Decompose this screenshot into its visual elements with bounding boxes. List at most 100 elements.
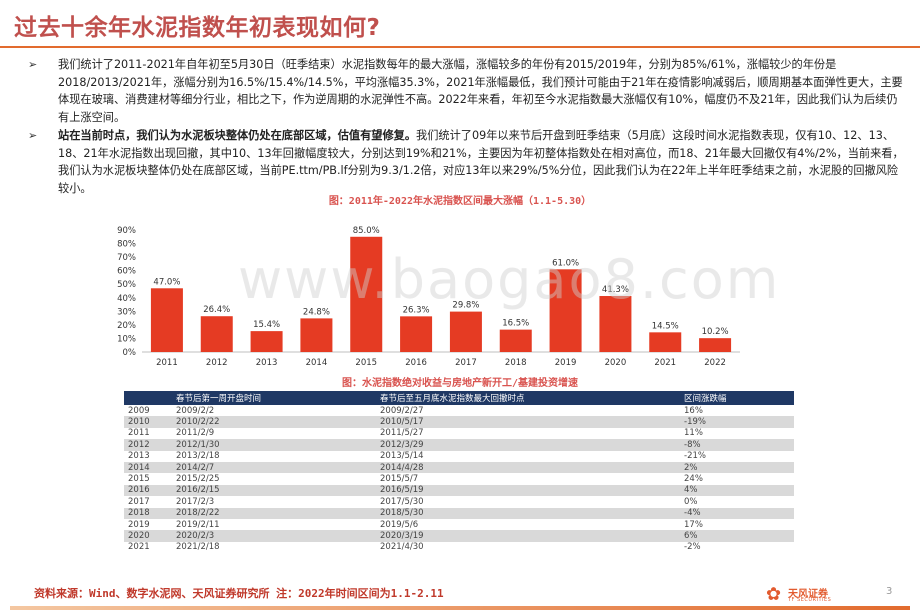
table-cell-drawdown-date: 2011/5/27 — [380, 428, 424, 439]
table-row: 2017 2017/2/3 2017/5/30 0% — [124, 496, 794, 507]
bar — [300, 318, 333, 352]
page-title: 过去十余年水泥指数年初表现如何? — [14, 15, 381, 41]
y-tick-label: 40% — [117, 294, 136, 304]
footer-band — [10, 606, 910, 610]
table-cell-open-date: 2009/2/2 — [176, 405, 215, 416]
table-cell-change: 4% — [680, 484, 794, 497]
table-cell-change: -21% — [684, 451, 706, 462]
y-tick-label: 10% — [117, 334, 136, 344]
table-cell-drawdown-date: 2018/5/30 — [376, 507, 680, 519]
bullet-item: ➢ 站在当前时点，我们认为水泥板块整体仍处在底部区域，估值有望修复。我们统计了0… — [28, 127, 908, 197]
data-label: 47.0% — [153, 277, 180, 287]
table-cell-year: 2014 — [124, 461, 172, 474]
table-cell-open-date: 2012/1/30 — [172, 439, 376, 451]
bar — [449, 311, 482, 352]
y-tick-label: 0% — [123, 348, 137, 358]
bullet-text: 我们统计了2011-2021年自年初至5月30日（旺季结束）水泥指数每年的最大涨… — [58, 58, 903, 124]
y-tick-label: 20% — [117, 321, 136, 331]
table-cell-year: 2009 — [128, 405, 150, 416]
table-cell-change: -4% — [680, 507, 794, 519]
table-cell-drawdown-date: 2019/5/6 — [380, 519, 419, 530]
x-tick-label: 2011 — [156, 358, 178, 368]
table-cell-year: 2011 — [128, 428, 150, 439]
table-cell-year: 2016 — [124, 484, 172, 497]
footer: 资料来源：Wind、数字水泥网、天风证券研究所 注：2022年时间区间为1.1-… — [0, 578, 920, 614]
x-tick-label: 2021 — [654, 358, 676, 368]
table-header-drawdown-date: 春节后至五月底水泥指数最大回撤时点 — [376, 391, 680, 405]
drawdown-table: 春节后第一周开盘时间 春节后至五月底水泥指数最大回撤时点 区间涨跌幅 2009 2… — [124, 391, 794, 553]
bar — [350, 236, 383, 352]
table-row: 2021 2021/2/18 2021/4/30 -2% — [124, 542, 794, 553]
data-label: 24.8% — [303, 307, 330, 317]
table-row: 2012 2012/1/30 2012/3/29 -8% — [124, 439, 794, 451]
y-tick-label: 70% — [117, 253, 136, 263]
arrow-bullet-icon: ➢ — [28, 58, 38, 71]
table-cell-drawdown-date: 2014/4/28 — [376, 461, 680, 474]
table-row: 2010 2010/2/22 2010/5/17 -19% — [124, 416, 794, 428]
table-cell-open-date: 2014/2/7 — [172, 461, 376, 474]
table-cell-open-date: 2010/2/22 — [172, 416, 376, 428]
data-label: 85.0% — [353, 226, 380, 236]
table-cell-change: 11% — [684, 428, 703, 439]
y-tick-label: 60% — [117, 267, 136, 277]
table-row: 2018 2018/2/22 2018/5/30 -4% — [124, 507, 794, 519]
table-cell-open-date: 2020/2/3 — [172, 530, 376, 542]
table-cell-open-date: 2016/2/15 — [172, 484, 376, 497]
table-header-open-date: 春节后第一周开盘时间 — [172, 391, 376, 405]
table-header-change: 区间涨跌幅 — [680, 391, 794, 405]
table-cell-year: 2018 — [124, 507, 172, 519]
arrow-bullet-icon: ➢ — [28, 129, 38, 142]
table-cell-change: 2% — [680, 461, 794, 474]
bar — [699, 338, 732, 352]
bullet-text: 我们统计了09年以来节后开盘到旺季结束（5月底）这段时间水泥指数表现，仅有10、… — [58, 129, 904, 195]
table-row: 2016 2016/2/15 2016/5/19 4% — [124, 484, 794, 497]
table-cell-drawdown-date: 2010/5/17 — [376, 416, 680, 428]
table-row: 2014 2014/2/7 2014/4/28 2% — [124, 461, 794, 474]
table-cell-drawdown-date: 2017/5/30 — [380, 496, 424, 507]
data-label: 26.4% — [203, 305, 230, 315]
bar — [549, 269, 582, 352]
bar — [649, 332, 682, 352]
table-cell-drawdown-date: 2020/3/19 — [376, 530, 680, 542]
data-label: 61.0% — [552, 258, 579, 268]
table-cell-change: 17% — [684, 519, 703, 530]
x-tick-label: 2017 — [455, 358, 477, 368]
table-cell-open-date: 2015/2/25 — [176, 474, 220, 485]
x-tick-label: 2022 — [704, 358, 726, 368]
source-note: 资料来源：Wind、数字水泥网、天风证券研究所 注：2022年时间区间为1.1-… — [34, 587, 444, 600]
watermark: www.baogao8.com — [238, 248, 781, 311]
data-label: 16.5% — [502, 319, 529, 329]
table-header-year — [124, 391, 172, 405]
table-caption: 图：水泥指数绝对收益与房地产新开工/基建投资增速 — [341, 378, 579, 389]
table-cell-open-date: 2018/2/22 — [172, 507, 376, 519]
bar — [150, 288, 183, 352]
table-cell-open-date: 2013/2/18 — [176, 451, 220, 462]
table-cell-open-date: 2017/2/3 — [176, 496, 215, 507]
table-row: 2019 2019/2/11 2019/5/6 17% — [124, 519, 794, 530]
table-cell-year: 2019 — [128, 519, 150, 530]
chart-caption: 图：2011年-2022年水泥指数区间最大涨幅（1.1-5.30） — [328, 196, 592, 207]
table-row: 2009 2009/2/2 2009/2/27 16% — [124, 405, 794, 416]
table-cell-open-date: 2011/2/9 — [176, 428, 215, 439]
y-tick-label: 90% — [117, 226, 136, 236]
bar — [400, 316, 433, 352]
data-label: 26.3% — [403, 305, 430, 315]
x-tick-label: 2014 — [306, 358, 328, 368]
table-cell-drawdown-date: 2012/3/29 — [376, 439, 680, 451]
table-row: 2020 2020/2/3 2020/3/19 6% — [124, 530, 794, 542]
table-cell-year: 2010 — [124, 416, 172, 428]
y-tick-label: 80% — [117, 240, 136, 250]
data-label: 29.8% — [452, 301, 479, 311]
company-logo: ✿ 天风证券 TF SECURITIES — [766, 584, 846, 610]
table-row: 2011 2011/2/9 2011/5/27 11% — [124, 428, 794, 439]
table-cell-change: 16% — [684, 405, 703, 416]
x-tick-label: 2018 — [505, 358, 527, 368]
table-cell-year: 2020 — [124, 530, 172, 542]
bar — [250, 331, 283, 352]
data-label: 41.3% — [602, 285, 629, 295]
flower-logo-icon: ✿ — [766, 584, 782, 605]
bullet-item: ➢ 我们统计了2011-2021年自年初至5月30日（旺季结束）水泥指数每年的最… — [28, 56, 908, 126]
table-cell-change: 6% — [680, 530, 794, 542]
table-cell-year: 2012 — [124, 439, 172, 451]
y-tick-label: 50% — [117, 280, 136, 290]
